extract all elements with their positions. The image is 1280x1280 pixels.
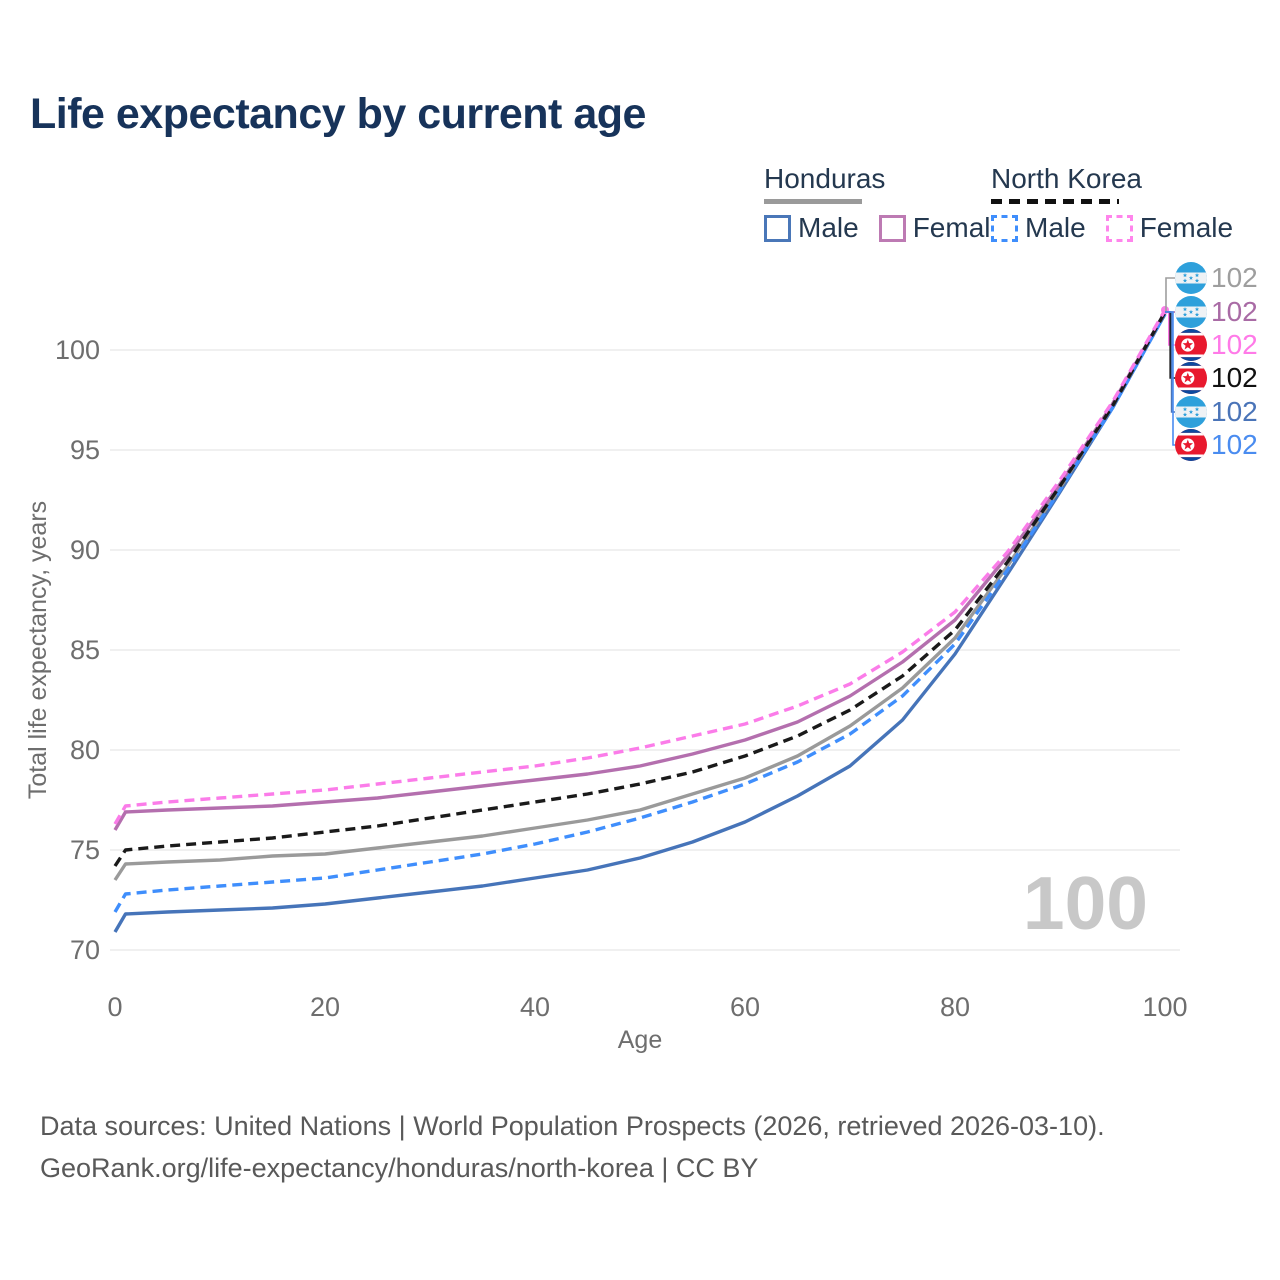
footer-attribution: GeoRank.org/life-expectancy/honduras/nor…: [40, 1153, 759, 1183]
star-shape: [1182, 407, 1188, 412]
star-shape: [1188, 309, 1194, 314]
y-tick-label: 80: [70, 735, 100, 765]
legend-row: Male Female: [991, 212, 1253, 244]
end-value-label: 102: [1211, 429, 1258, 460]
legend-item-honduras-male[interactable]: Male: [764, 212, 859, 244]
star-shape: [1182, 307, 1188, 312]
legend-item-north-korea-female[interactable]: Female: [1105, 212, 1234, 244]
x-axis-title: Age: [618, 1026, 662, 1054]
honduras-flag-icon: [1175, 296, 1207, 328]
y-tick-label: 75: [70, 835, 100, 865]
legend-group-header: Honduras: [764, 163, 1026, 204]
end-value-label: 102: [1211, 296, 1258, 327]
north_korea-flag-icon: [1175, 429, 1207, 461]
star-shape: [1182, 372, 1194, 383]
series-line-honduras-female[interactable]: [113, 311, 1167, 831]
legend-group-honduras: Honduras Male Female: [764, 163, 1026, 244]
honduras-female-swatch-icon: [878, 214, 906, 242]
page-title: Life expectancy by current age: [30, 90, 646, 138]
legend-label-female: Female: [912, 212, 1007, 243]
legend-item-honduras-female[interactable]: Female: [878, 212, 1007, 244]
legend-row: Male Female: [764, 212, 1026, 244]
star-shape: [1194, 278, 1200, 283]
footer-data-sources: Data sources: United Nations | World Pop…: [40, 1111, 1105, 1141]
north-korea-female-swatch-icon: [1105, 214, 1133, 242]
end-value-label: 102: [1211, 362, 1258, 393]
star-shape: [1194, 273, 1200, 278]
honduras-male-swatch-icon: [764, 214, 791, 242]
end-value-label: 102: [1211, 396, 1258, 427]
leader-line: [1165, 277, 1175, 313]
honduras-line-sample: [764, 199, 862, 204]
star-shape: [1194, 307, 1200, 312]
north_korea-flag-icon: [1175, 329, 1207, 361]
series-lines: [113, 306, 1169, 933]
end-value-label: 102: [1211, 262, 1258, 293]
star-shape: [1188, 275, 1194, 280]
y-tick-label: 90: [70, 535, 100, 565]
y-tick-label: 100: [55, 335, 100, 365]
honduras-flag-icon: [1175, 396, 1207, 428]
north-korea-line-sample: [991, 199, 1119, 204]
x-tick-label: 0: [107, 992, 122, 1022]
age-counter-watermark: 100: [1022, 861, 1148, 945]
x-tick-label: 80: [940, 992, 970, 1022]
y-axis-title: Total life expectancy, years: [24, 501, 52, 799]
x-tick-label: 20: [310, 992, 340, 1022]
legend-honduras-name: Honduras: [764, 163, 886, 194]
legend-north-korea-name: North Korea: [991, 163, 1142, 194]
y-tick-label: 85: [70, 635, 100, 665]
footer: Data sources: United Nations | World Pop…: [40, 1105, 1105, 1189]
series-line-north-korea-male[interactable]: [113, 313, 1167, 913]
x-tick-label: 40: [520, 992, 550, 1022]
y-tick-label: 95: [70, 435, 100, 465]
end-value-label: 102: [1211, 329, 1258, 360]
star-shape: [1194, 407, 1200, 412]
star-shape: [1182, 339, 1194, 350]
legend-label-female: Female: [1139, 212, 1234, 243]
x-tick-label: 60: [730, 992, 760, 1022]
series-line-honduras-total[interactable]: [113, 311, 1167, 881]
star-shape: [1182, 278, 1188, 283]
series-line-north-korea-female[interactable]: [113, 309, 1167, 825]
star-shape: [1182, 412, 1188, 417]
leader-line: [1165, 311, 1175, 446]
series-line-honduras-male[interactable]: [113, 313, 1167, 933]
gridlines: [110, 349, 1180, 951]
star-shape: [1182, 312, 1188, 317]
star-shape: [1194, 312, 1200, 317]
series-line-north-korea-total[interactable]: [113, 311, 1167, 867]
star-shape: [1188, 409, 1194, 414]
legend-label-male: Male: [798, 212, 859, 243]
star-shape: [1182, 439, 1194, 450]
north_korea-flag-icon: [1175, 362, 1207, 394]
honduras-flag-icon: [1175, 262, 1207, 294]
legend-label-male: Male: [1025, 212, 1086, 243]
legend-group-north-korea: North Korea Male Female: [991, 163, 1253, 244]
x-tick-label: 100: [1142, 992, 1187, 1022]
north-korea-male-swatch-icon: [991, 214, 1018, 242]
legend-group-header: North Korea: [991, 163, 1253, 204]
star-shape: [1194, 412, 1200, 417]
axis-tick-labels: 70 75 80 85 90 95 100 0 20 40 60 80 100: [55, 335, 1188, 1022]
star-shape: [1182, 273, 1188, 278]
legend-item-north-korea-male[interactable]: Male: [991, 212, 1086, 244]
y-tick-label: 70: [70, 935, 100, 965]
